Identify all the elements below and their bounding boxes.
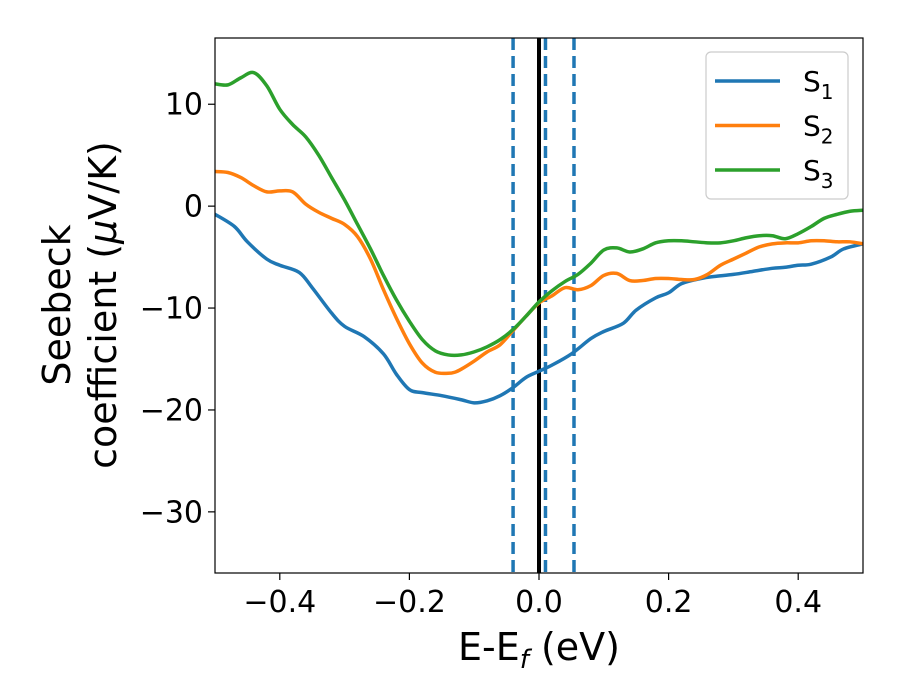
x-tick-label: 0.4 <box>774 585 822 620</box>
y-tick-label: 10 <box>165 88 203 123</box>
series-line-s3 <box>215 70 863 358</box>
series-line-s1 <box>215 212 863 405</box>
y-tick-label: −10 <box>140 292 203 327</box>
y-tick-label: 0 <box>184 190 203 225</box>
y-tick-label: −20 <box>140 393 203 428</box>
reference-lines <box>511 38 576 573</box>
legend-label-s2: S2 <box>803 110 834 149</box>
series-lines <box>215 70 863 405</box>
x-axis: −0.4 −0.2 0.0 0.2 0.4 <box>243 573 822 620</box>
y-axis-label-line1: Seebeck <box>35 224 79 385</box>
legend-label-s3: S3 <box>803 154 834 193</box>
y-axis-label-line2: coefficient (μV/K) <box>81 141 125 469</box>
x-tick-label: −0.4 <box>243 585 316 620</box>
y-axis-label: Seebeck coefficient (μV/K) <box>35 141 125 469</box>
y-axis: −30 −20 −10 0 10 <box>140 88 215 530</box>
x-tick-label: −0.2 <box>373 585 446 620</box>
x-axis-label: E-Ef (eV) <box>458 625 620 675</box>
x-tick-label: 0.2 <box>645 585 693 620</box>
x-tick-label: 0.0 <box>515 585 563 620</box>
y-tick-label: −30 <box>140 495 203 530</box>
legend: S1 S2 S3 <box>705 51 849 200</box>
legend-label-s1: S1 <box>803 65 834 104</box>
